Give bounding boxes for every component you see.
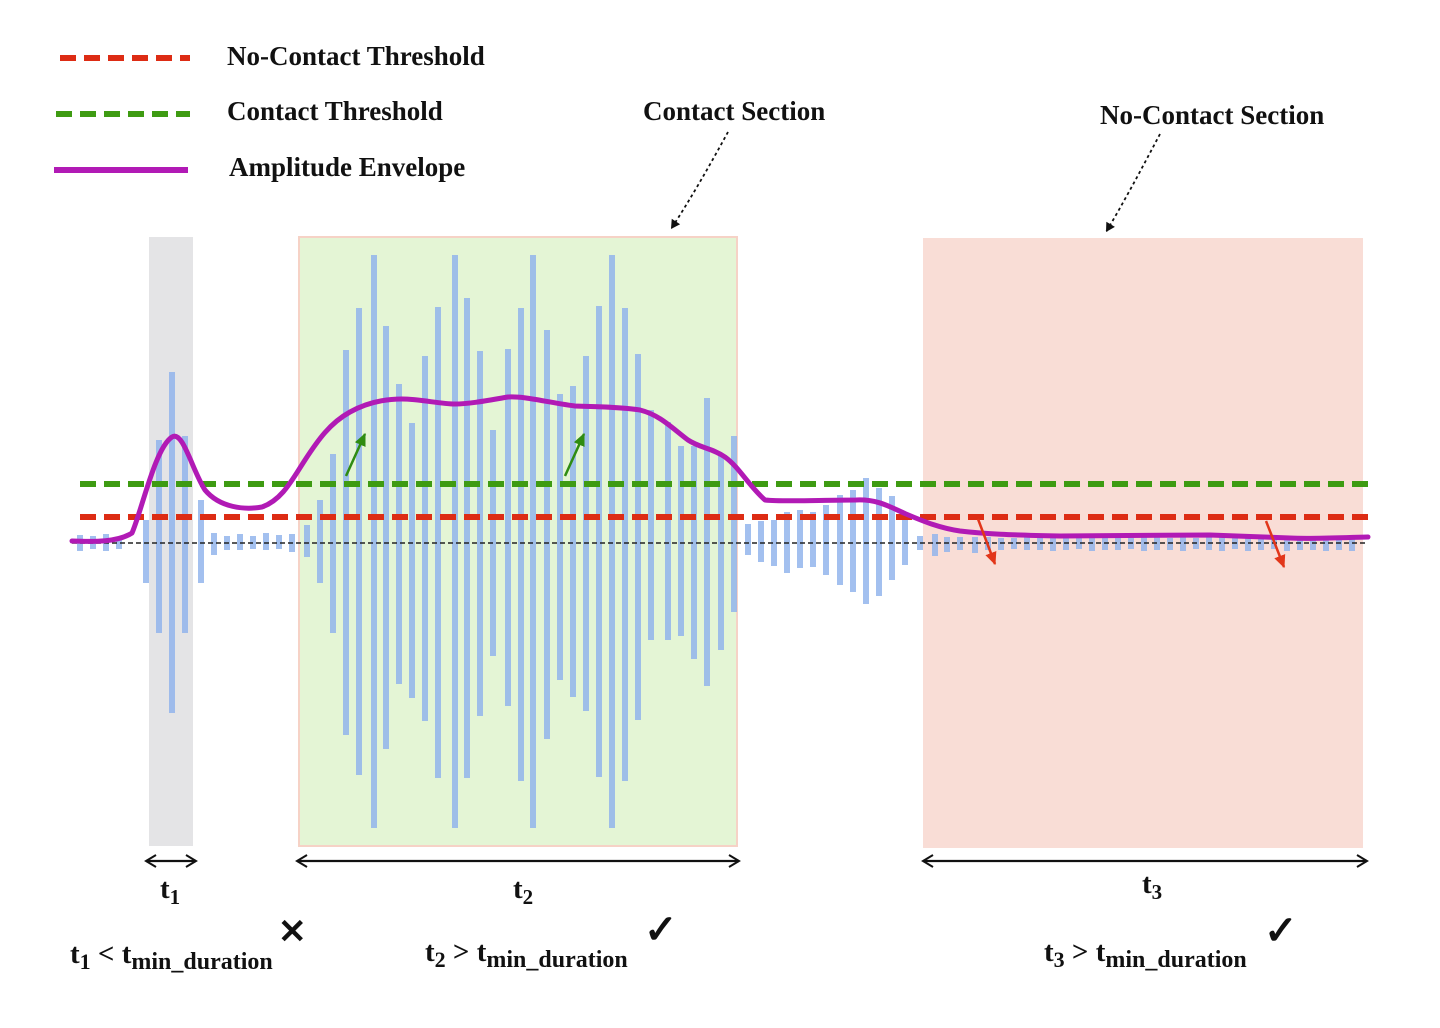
signal-bar [276, 535, 282, 549]
signal-bar [1154, 537, 1160, 550]
signal-bar [356, 308, 362, 775]
signal-bar [396, 384, 402, 684]
down-arrow-icon [1264, 520, 1286, 569]
signal-bar [237, 534, 243, 550]
signal-bar [182, 436, 188, 633]
signal-bar [704, 398, 710, 686]
signal-bar [850, 490, 856, 592]
signal-bar [1076, 538, 1082, 549]
up-arrow-icon [344, 432, 367, 477]
t1-condition: t1 < tmin_duration [70, 938, 273, 975]
signal-bar [409, 423, 415, 698]
signal-bar [797, 510, 803, 568]
signal-bar [718, 455, 724, 650]
t2-condition: t2 > tmin_duration [425, 936, 628, 973]
signal-bar [1141, 537, 1147, 551]
signal-bar [211, 533, 217, 555]
signal-bar [317, 500, 323, 583]
amplitude-envelope-line [69, 394, 1371, 544]
up-arrow-icon [563, 432, 586, 477]
signal-bar [731, 436, 737, 612]
signal-bar [648, 410, 654, 640]
signal-bar [250, 536, 256, 549]
signal-bar [609, 255, 615, 828]
signal-bar [143, 520, 149, 583]
signal-bar [304, 525, 310, 557]
signal-bar [570, 386, 576, 697]
signal-bar [530, 255, 536, 828]
t3-condition: t3 > tmin_duration [1044, 936, 1247, 973]
signal-bar [490, 430, 496, 656]
no-contact-section-pointer [1105, 133, 1161, 233]
fail-cross-icon: ✕ [278, 914, 307, 951]
signal-bar [1284, 537, 1290, 551]
signal-bar [1219, 537, 1225, 551]
pass-check-icon: ✓ [1264, 908, 1298, 953]
pass-check-icon: ✓ [644, 907, 678, 952]
signal-bar [837, 495, 843, 585]
signal-bar [758, 521, 764, 562]
signal-bar [464, 298, 470, 778]
signal-bar [583, 356, 589, 711]
signal-bar [1037, 538, 1043, 550]
signal-bar [810, 512, 816, 567]
legend-contact-label: Contact Threshold [227, 96, 443, 126]
signal-bar [544, 330, 550, 739]
signal-bar [1297, 538, 1303, 550]
signal-bar [1258, 537, 1264, 550]
signal-bar [863, 478, 869, 604]
legend: No-Contact Threshold Contact Threshold A… [54, 41, 485, 182]
down-arrow-icon [976, 518, 997, 566]
signal-bar [771, 520, 777, 566]
signal-bar [1050, 537, 1056, 551]
signal-bar [944, 537, 950, 552]
signal-bar [622, 308, 628, 781]
signal-bar [876, 488, 882, 596]
signal-bar [635, 354, 641, 720]
signal-bar [1167, 538, 1173, 550]
signal-bar [518, 308, 524, 781]
t2-label: t2 [513, 873, 533, 909]
signal-bar [383, 326, 389, 749]
signal-bar [932, 534, 938, 556]
legend-envelope-label: Amplitude Envelope [229, 152, 465, 182]
signal-bar [156, 440, 162, 633]
contact-section-label: Contact Section [643, 96, 825, 126]
signal-bar [1089, 537, 1095, 551]
signal-bar [596, 306, 602, 777]
signal-bar [435, 307, 441, 778]
signal-bar [1115, 538, 1121, 550]
signal-bar [1011, 538, 1017, 549]
signal-bar [557, 394, 563, 680]
signal-bar [972, 537, 978, 553]
signal-bar [116, 537, 122, 549]
signal-bar [1063, 538, 1069, 550]
signal-bar [691, 446, 697, 659]
signal-bar [1180, 537, 1186, 551]
signal-bar [823, 505, 829, 575]
signal-bar [902, 516, 908, 565]
t3-label: t3 [1142, 868, 1162, 904]
signal-bar [452, 255, 458, 828]
legend-no-contact-label: No-Contact Threshold [227, 41, 485, 71]
signal-bar [889, 496, 895, 580]
signal-bar [1323, 536, 1329, 551]
signal-bar [505, 349, 511, 706]
t1-label: t1 [160, 873, 180, 909]
signal-bar [477, 351, 483, 716]
signal-bar [198, 500, 204, 583]
signal-bar [1245, 537, 1251, 551]
contact-section-pointer [670, 131, 729, 230]
signal-bar [330, 454, 336, 633]
signal-bar [263, 533, 269, 550]
signal-bar [665, 422, 671, 640]
signal-bar [678, 446, 684, 636]
signal-bar [422, 356, 428, 721]
signal-bar [998, 538, 1004, 550]
no-contact-section-label: No-Contact Section [1100, 100, 1324, 130]
signal-bar [745, 524, 751, 555]
signal-bar [371, 255, 377, 828]
